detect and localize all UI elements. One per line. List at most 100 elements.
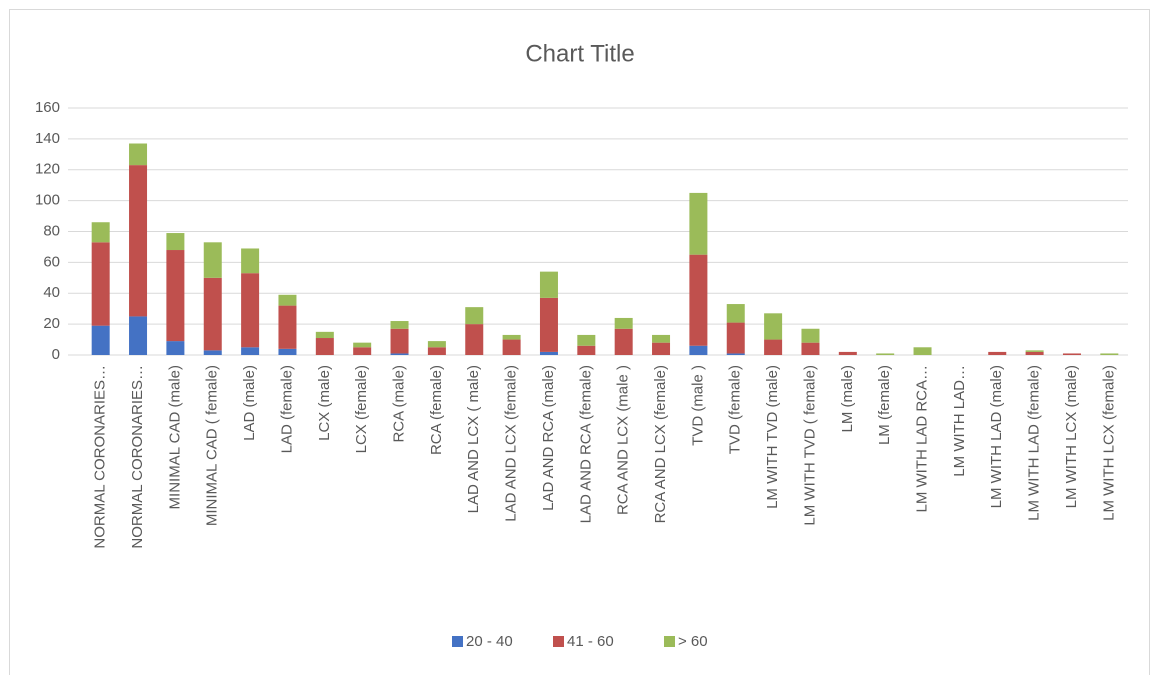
bar-segment: [689, 192, 708, 255]
bar-segment: [129, 316, 148, 355]
bar-segment: [465, 307, 484, 325]
bar-segment: [129, 143, 148, 166]
bar-segment: [1025, 351, 1044, 355]
legend-swatch: [452, 636, 463, 647]
x-tick-label: LAD (male): [241, 365, 258, 441]
bar-segment: [315, 331, 334, 339]
y-tick-label: 20: [43, 315, 60, 332]
bar-segment: [91, 222, 110, 243]
bar-segment: [652, 342, 671, 355]
y-tick-label: 60: [43, 253, 60, 270]
x-tick-label: RCA (female): [428, 365, 445, 455]
bar-segment: [241, 273, 260, 348]
bar-segment: [1062, 353, 1081, 355]
x-tick-label: LAD AND RCA (male): [540, 365, 557, 511]
bar-segment: [801, 328, 820, 343]
bar-segment: [91, 242, 110, 326]
bar-segment: [315, 338, 334, 355]
bar-segment: [838, 351, 857, 355]
y-tick-label: 40: [43, 284, 60, 301]
x-tick-label: LM WITH LAD RCA…: [914, 365, 931, 513]
x-tick-label: LCX (female): [353, 365, 370, 453]
legend-label: 41 - 60: [567, 633, 614, 650]
bar-segment: [614, 328, 633, 355]
bar-segment: [988, 351, 1007, 355]
legend-swatch: [553, 636, 564, 647]
bar-segment: [129, 165, 148, 317]
bar-segment: [241, 248, 260, 274]
chart-title: Chart Title: [525, 40, 634, 67]
bar-segment: [539, 351, 558, 355]
bar-segment: [390, 328, 409, 354]
bar-segment: [652, 334, 671, 343]
bar-segment: [502, 339, 521, 355]
bar-segment: [876, 353, 895, 355]
bar-segment: [353, 347, 372, 355]
bar-segment: [203, 350, 222, 355]
x-tick-label: LM WITH TVD (male): [764, 365, 781, 509]
y-tick-label: 80: [43, 222, 60, 239]
x-tick-label: RCA AND LCX (male ): [615, 365, 632, 515]
bar-segment: [502, 334, 521, 340]
bar-segment: [203, 277, 222, 351]
x-tick-label: LM WITH TVD ( female): [801, 365, 818, 526]
bar-segment: [166, 341, 185, 355]
x-tick-label: LM (female): [876, 365, 893, 445]
y-tick-label: 120: [35, 161, 60, 178]
x-tick-label: LCX (male): [316, 365, 333, 441]
bar-segment: [166, 250, 185, 342]
bar-segment: [390, 353, 409, 355]
bar-segment: [689, 254, 708, 346]
bar-segment: [801, 342, 820, 355]
bar-segment: [427, 347, 446, 355]
x-tick-label: LM (male): [839, 365, 856, 433]
x-tick-label: LM WITH LAD (female): [1026, 365, 1043, 521]
bar-segment: [1100, 353, 1119, 355]
bar-segment: [614, 317, 633, 329]
bar-segment: [577, 345, 596, 355]
x-tick-label: RCA (male): [391, 365, 408, 443]
x-tick-label: LM WITH LCX (male): [1063, 365, 1080, 508]
x-tick-label: LAD (female): [278, 365, 295, 453]
x-tick-label: NORMAL CORONARIES…: [129, 365, 146, 549]
bar-segment: [203, 242, 222, 278]
x-tick-label: LAD AND LCX (female): [503, 365, 520, 522]
bar-segment: [764, 339, 783, 355]
y-tick-label: 160: [35, 99, 60, 116]
y-tick-label: 100: [35, 192, 60, 209]
bar-segment: [539, 297, 558, 352]
bar-segment: [726, 353, 745, 355]
bar-segment: [726, 304, 745, 323]
bar-segment: [465, 324, 484, 355]
bar-segment: [913, 347, 932, 355]
y-tick-label: 0: [52, 346, 60, 363]
bar-segment: [390, 321, 409, 329]
y-tick-label: 140: [35, 130, 60, 147]
x-tick-label: MINIMAL CAD ( female): [204, 365, 221, 526]
x-tick-label: LM WITH LAD…: [951, 365, 968, 477]
bar-segment: [539, 271, 558, 298]
x-tick-label: LAD AND LCX ( male): [465, 365, 482, 513]
legend-label: 20 - 40: [466, 633, 513, 650]
x-tick-label: LM WITH LCX (female): [1100, 365, 1117, 521]
bar-segment: [726, 322, 745, 354]
bar-segment: [278, 348, 297, 355]
x-tick-label: TVD (female): [727, 365, 744, 454]
bar-segment: [278, 305, 297, 349]
bar-segment: [764, 313, 783, 340]
bar-segment: [241, 347, 260, 355]
x-tick-label: MINIMAL CAD (male): [166, 365, 183, 509]
x-tick-label: LAD AND RCA (female): [577, 365, 594, 523]
x-tick-label: LM WITH LAD (male): [988, 365, 1005, 508]
bar-segment: [689, 345, 708, 355]
bar-segment: [278, 294, 297, 306]
legend-swatch: [664, 636, 675, 647]
bar-segment: [91, 325, 110, 355]
bar-segment: [353, 342, 372, 348]
bar-segment: [577, 334, 596, 346]
x-tick-label: RCA AND LCX (female): [652, 365, 669, 523]
legend-label: > 60: [678, 633, 708, 650]
x-tick-label: TVD (male ): [689, 365, 706, 446]
x-tick-label: NORMAL CORONARIES…: [92, 365, 109, 549]
